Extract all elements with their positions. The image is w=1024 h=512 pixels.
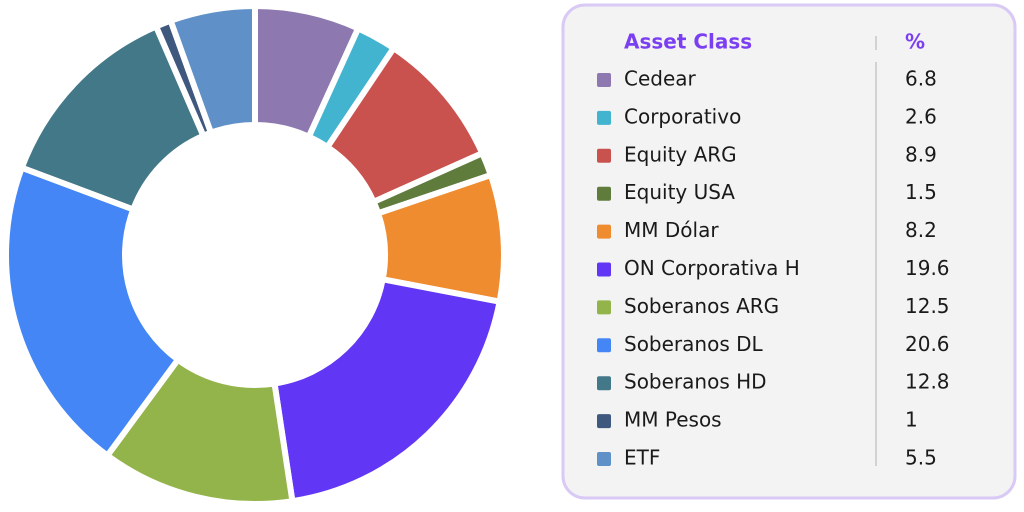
legend-value: 6.8 bbox=[905, 67, 937, 91]
legend-value: 5.5 bbox=[905, 446, 937, 470]
legend-header-label: Asset Class bbox=[624, 30, 752, 54]
legend-swatch bbox=[597, 262, 611, 277]
legend-swatch bbox=[597, 452, 611, 466]
donut-slice bbox=[3, 163, 183, 460]
legend-value: 19.6 bbox=[905, 256, 950, 280]
legend-label: ETF bbox=[624, 446, 660, 470]
legend-label: ON Corporativa H bbox=[624, 256, 800, 280]
legend-swatch bbox=[597, 376, 611, 391]
legend-label: Corporativo bbox=[624, 104, 741, 128]
legend-value: 8.2 bbox=[905, 218, 937, 242]
legend-label: MM Pesos bbox=[624, 408, 722, 432]
legend-label: MM Dólar bbox=[624, 218, 719, 242]
legend-swatch bbox=[597, 73, 611, 87]
legend-label: Soberanos ARG bbox=[624, 294, 779, 318]
legend-value: 1 bbox=[905, 408, 918, 432]
legend-swatch bbox=[597, 338, 611, 353]
legend-swatch bbox=[597, 110, 611, 125]
legend-value: 12.5 bbox=[905, 294, 950, 318]
legend-label: Soberanos DL bbox=[624, 332, 764, 356]
legend-value: 12.8 bbox=[905, 370, 950, 394]
legend-swatch bbox=[597, 186, 611, 201]
legend-label: Equity USA bbox=[624, 180, 735, 204]
legend-label: Equity ARG bbox=[624, 142, 737, 166]
legend-value: 8.9 bbox=[905, 142, 937, 166]
legend-swatch bbox=[597, 414, 611, 429]
legend-label: Soberanos HD bbox=[624, 370, 767, 394]
legend-panel bbox=[561, 3, 1017, 500]
legend-value: 2.6 bbox=[905, 104, 937, 128]
legend-swatch bbox=[597, 148, 611, 163]
legend-label: Cedear bbox=[624, 67, 697, 91]
donut-slice bbox=[166, 2, 258, 137]
legend-value: 20.6 bbox=[905, 332, 950, 356]
legend-header-value: % bbox=[905, 30, 925, 54]
legend-value: 1.5 bbox=[905, 180, 937, 204]
legend-swatch bbox=[597, 224, 611, 239]
legend-swatch bbox=[597, 300, 611, 315]
donut-slice bbox=[271, 275, 504, 505]
